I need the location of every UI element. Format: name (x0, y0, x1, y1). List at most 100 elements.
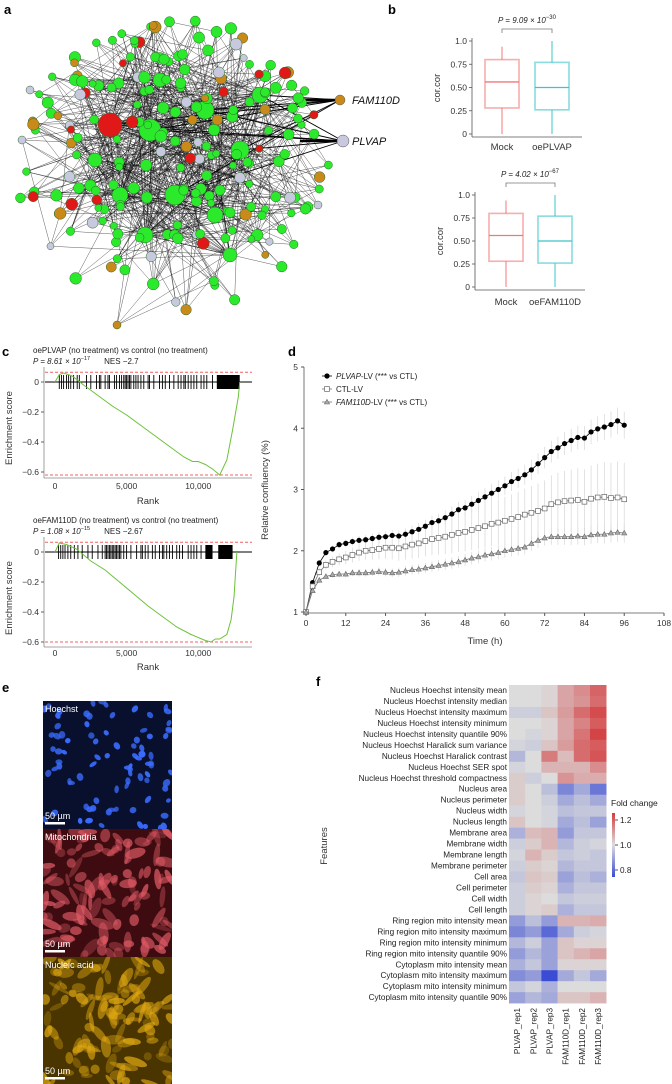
heatmap-cell (557, 992, 575, 1004)
network-label-fam110d: FAM110D (352, 95, 400, 107)
row-label: Nucleus Hoechst threshold compactness (359, 774, 507, 783)
data-point-fam110d (601, 531, 608, 537)
x-tick-label: 10,000 (185, 481, 211, 491)
heatmap-cell (525, 728, 542, 741)
network-node (222, 247, 238, 263)
heatmap-cell (590, 761, 607, 774)
nucleus (139, 744, 145, 752)
data-point-ctl (369, 547, 376, 553)
data-point-fam110d (508, 546, 515, 552)
network-edge (102, 194, 176, 222)
data-point-fam110d (442, 561, 449, 567)
data-point-plvap (442, 515, 448, 521)
nucleus (144, 771, 151, 778)
network-edge (144, 234, 282, 267)
data-point-fam110d (342, 570, 349, 577)
cell (101, 897, 116, 905)
cell (57, 968, 75, 978)
cell (88, 892, 93, 911)
legend-italic: FAM110D (336, 398, 371, 407)
heatmap-cell (541, 926, 558, 938)
legend-fam110d: FAM110D-LV (*** vs CTL) (336, 398, 427, 407)
heatmap-cell (509, 685, 526, 697)
heatmap-cell (509, 970, 526, 982)
heatmap-cell (590, 838, 607, 850)
nucleus (55, 712, 61, 719)
cell (162, 919, 172, 932)
row-label: Membrane width (446, 840, 507, 849)
heatmap-cell (509, 761, 526, 774)
nucleus (43, 816, 49, 824)
data-point-plvap (555, 445, 561, 451)
row-label: Cell length (468, 905, 507, 914)
network-node (201, 141, 212, 151)
heatmap-cell (557, 959, 575, 971)
network-node (91, 194, 102, 206)
nes-value: NES −2.67 (104, 527, 143, 536)
cell (138, 868, 144, 879)
heatmap-cell (557, 805, 575, 817)
cell (98, 872, 105, 887)
panel-label-d: d (288, 344, 296, 359)
heatmap-cell (573, 992, 591, 1004)
data-point-plvap (482, 494, 488, 500)
nucleus (67, 780, 75, 785)
network-edge (174, 133, 315, 236)
heatmap-cell (525, 816, 542, 828)
network-node (206, 206, 224, 224)
heatmap-cell (557, 750, 575, 763)
cell (89, 897, 102, 919)
cell (129, 914, 139, 927)
nucleus (131, 743, 137, 749)
nucleus (127, 766, 133, 772)
cell (124, 1056, 147, 1068)
cell (130, 957, 146, 973)
data-point-fam110d (389, 569, 396, 576)
cell (113, 919, 122, 930)
network-node (92, 38, 101, 47)
data-point-ctl (561, 498, 568, 504)
network-node (176, 163, 185, 173)
image-hoechst: Hoechst 50 µm (43, 701, 172, 829)
heatmap-cell (509, 816, 526, 828)
cell (60, 994, 69, 1005)
network-edge (71, 119, 193, 144)
cell (43, 918, 62, 931)
data-point-ctl (316, 569, 323, 575)
boxplot-oeplvap: P = 9.09 × 10−30 cor.cor 0 0.25 0.50 0.75 1.… (432, 15, 582, 153)
cell (105, 947, 117, 957)
cell (58, 923, 71, 933)
network-node (133, 100, 142, 109)
data-point-ctl (555, 499, 561, 506)
network-edge (206, 146, 320, 190)
network-node (309, 110, 319, 120)
network-node (22, 167, 31, 176)
cell (72, 1057, 81, 1068)
network-node (63, 171, 76, 183)
network-edge (144, 202, 212, 236)
data-point-fam110d (614, 529, 621, 535)
data-point-fam110d (375, 568, 383, 574)
network-node (208, 123, 221, 136)
network-node (211, 114, 223, 126)
heatmap-cell (573, 695, 591, 708)
network-node (86, 216, 99, 229)
data-point-ctl (502, 517, 508, 524)
data-point-fam110d (316, 576, 323, 583)
network-edge (144, 91, 299, 119)
heatmap-cell (557, 761, 575, 774)
row-label: Membrane area (449, 829, 507, 838)
heatmap-cell (541, 860, 558, 872)
data-point-ctl (462, 529, 468, 535)
cell (78, 1065, 90, 1077)
data-point-plvap (402, 531, 409, 537)
y-tick-label: 0 (462, 129, 467, 139)
network-node (300, 86, 310, 96)
heatmap-cell (509, 893, 526, 905)
data-point-plvap (575, 434, 581, 441)
data-point-plvap (502, 483, 508, 489)
heatmap-cell (557, 948, 575, 960)
cell (69, 857, 83, 878)
